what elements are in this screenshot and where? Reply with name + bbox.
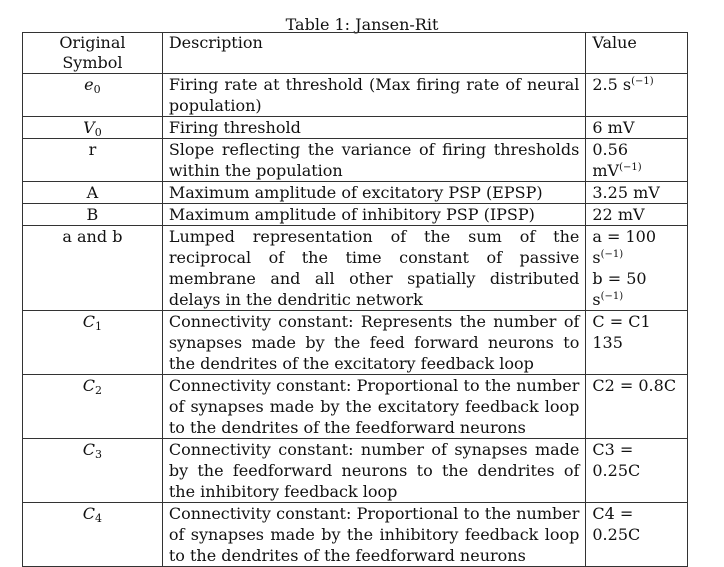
symbol-text: a and b: [62, 227, 123, 246]
symbol-text: B: [86, 205, 99, 224]
description-cell: Connectivity constant: Represents the nu…: [161, 310, 587, 375]
description-cell: Connectivity constant: Proportional to t…: [161, 374, 587, 439]
table-row: a and b Lumped representation of the sum …: [22, 225, 688, 311]
symbol-text: C: [82, 504, 96, 523]
value-cell: C4 = 0.25C: [585, 502, 688, 567]
symbol-text: A: [86, 183, 99, 202]
value-cell: 3.25 mV: [585, 181, 688, 204]
value-cell: C2 = 0.8C: [585, 374, 688, 439]
value-superscript: (−1): [619, 162, 642, 173]
value-text: 6 mV: [592, 118, 635, 137]
value-text-2: b = 50 s: [592, 269, 647, 309]
symbol-subscript: 2: [95, 384, 103, 397]
symbol-text: C: [82, 376, 96, 395]
table-row: A Maximum amplitude of excitatory PSP (EP…: [22, 181, 688, 204]
value-cell: 2.5 s(−1): [585, 73, 688, 117]
description-cell: Lumped representation of the sum of the …: [161, 225, 587, 311]
table-row: r Slope reflecting the variance of firing…: [22, 138, 688, 182]
header-description: Description: [161, 32, 587, 74]
value-text: C4 = 0.25C: [592, 504, 641, 544]
value-text: 3.25 mV: [592, 183, 660, 202]
symbol-cell: C4: [22, 502, 163, 567]
table-row: V0 Firing threshold 6 mV: [22, 116, 688, 139]
value-superscript: (−1): [631, 76, 654, 87]
value-superscript: (−1): [600, 249, 624, 260]
value-text: C3 = 0.25C: [592, 440, 641, 480]
symbol-cell: a and b: [22, 225, 163, 311]
symbol-text: C: [82, 440, 96, 459]
symbol-text: C: [82, 312, 96, 331]
symbol-cell: B: [22, 203, 163, 226]
value-text: C2 = 0.8C: [592, 376, 677, 395]
symbol-subscript: 0: [93, 83, 101, 96]
symbol-subscript: 3: [95, 448, 103, 461]
value-cell: C3 = 0.25C: [585, 438, 688, 503]
value-cell: 0.56 mV(−1): [585, 138, 688, 182]
symbol-cell: r: [22, 138, 163, 182]
description-cell: Maximum amplitude of excitatory PSP (EPS…: [161, 181, 587, 204]
description-cell: Connectivity constant: number of synapse…: [161, 438, 587, 503]
symbol-cell: C3: [22, 438, 163, 503]
symbol-subscript: 4: [95, 512, 103, 525]
description-cell: Firing rate at threshold (Max firing rat…: [161, 73, 587, 117]
description-cell: Slope reflecting the variance of firing …: [161, 138, 587, 182]
table-body: e0 Firing rate at threshold (Max firing r…: [22, 73, 688, 567]
table-row: C2 Connectivity constant: Proportional to…: [22, 374, 688, 439]
symbol-cell: e0: [22, 73, 163, 117]
header-value: Value: [585, 32, 688, 74]
value-cell: a = 100 s(−1) b = 50 s(−1): [585, 225, 688, 311]
table-row: C1 Connectivity constant: Represents the …: [22, 310, 688, 375]
header-symbol: Original Symbol: [22, 32, 163, 74]
value-text: a = 100 s: [592, 227, 657, 267]
value-cell: C = C1 135: [585, 310, 688, 375]
table-row: C4 Connectivity constant: Proportional to…: [22, 502, 688, 567]
symbol-subscript: 0: [94, 126, 102, 139]
table-caption: Table 1: Jansen-Rit: [285, 15, 439, 34]
symbol-cell: A: [22, 181, 163, 204]
value-text: 2.5 s: [592, 75, 632, 94]
table-header-row: Original Symbol Description Value: [22, 32, 688, 74]
symbol-cell: C2: [22, 374, 163, 439]
value-text: C = C1 135: [592, 312, 651, 352]
symbol-cell: C1: [22, 310, 163, 375]
value-cell: 6 mV: [585, 116, 688, 139]
symbol-text: e: [84, 75, 94, 94]
table-row: B Maximum amplitude of inhibitory PSP (IP…: [22, 203, 688, 226]
value-text: 22 mV: [592, 205, 645, 224]
table-row: e0 Firing rate at threshold (Max firing r…: [22, 73, 688, 117]
value-superscript-2: (−1): [600, 291, 624, 302]
value-text: 0.56 mV: [592, 140, 628, 180]
symbol-text: V: [83, 118, 95, 137]
symbol-text: r: [88, 140, 97, 159]
symbol-cell: V0: [22, 116, 163, 139]
value-cell: 22 mV: [585, 203, 688, 226]
description-cell: Maximum amplitude of inhibitory PSP (IPS…: [161, 203, 587, 226]
symbol-subscript: 1: [95, 320, 103, 333]
description-cell: Connectivity constant: Proportional to t…: [161, 502, 587, 567]
parameter-table: Original Symbol Description Value e0 Firi…: [22, 32, 688, 567]
description-cell: Firing threshold: [161, 116, 587, 139]
table-row: C3 Connectivity constant: number of synap…: [22, 438, 688, 503]
